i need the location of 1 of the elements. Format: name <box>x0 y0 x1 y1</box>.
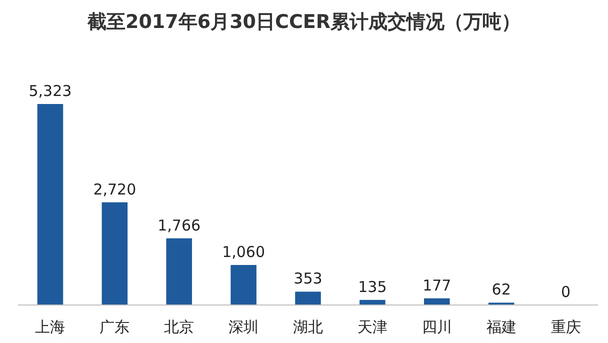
title: 截至2017年6月30日CCER累计成交情况（万吨） <box>87 11 521 33</box>
